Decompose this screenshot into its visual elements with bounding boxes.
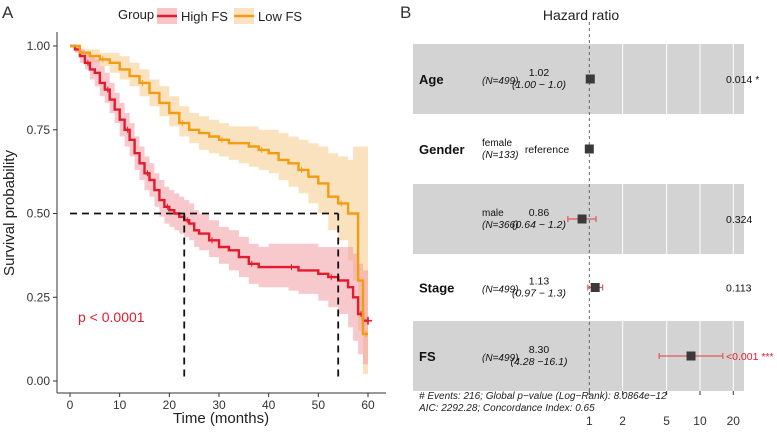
forest-p-value: 0.324 bbox=[726, 214, 752, 226]
forest-p-value: <0.001 *** bbox=[726, 351, 774, 363]
forest-ci-label: (1.00 − 1.0) bbox=[512, 79, 566, 91]
panel-b-label: B bbox=[400, 3, 411, 22]
forest-title: Hazard ratio bbox=[543, 7, 619, 23]
forest-hr-label: 8.30 bbox=[529, 344, 550, 356]
survival-line-low-fs bbox=[70, 44, 368, 336]
forest-point-estimate bbox=[590, 283, 600, 292]
km-x-tick-label: 60 bbox=[361, 398, 375, 412]
forest-p-value: 0.113 bbox=[726, 283, 752, 295]
panel-a-label: A bbox=[2, 3, 14, 22]
forest-level-label: female bbox=[482, 138, 512, 149]
forest-x-tick-label: 20 bbox=[727, 414, 741, 428]
forest-variable-label: Stage bbox=[419, 281, 454, 296]
legend-label-low-fs: Low FS bbox=[258, 9, 302, 24]
forest-hr-label: reference bbox=[525, 144, 570, 156]
forest-level-label: male bbox=[482, 208, 504, 219]
forest-point-estimate bbox=[584, 144, 594, 154]
km-x-tick-label: 10 bbox=[113, 398, 127, 412]
forest-x-tick-label: 1 bbox=[586, 414, 593, 428]
forest-point-estimate bbox=[585, 74, 595, 84]
km-y-axis-label: Survival probability bbox=[1, 150, 18, 276]
legend-title: Group bbox=[118, 7, 154, 22]
km-y-tick-label: 1.00 bbox=[27, 39, 51, 53]
km-y-tick-label: 0.50 bbox=[27, 207, 51, 221]
forest-point-estimate bbox=[686, 351, 696, 361]
forest-ci-label: (0.64 − 1.2) bbox=[512, 219, 566, 231]
forest-hr-label: 1.13 bbox=[529, 276, 550, 288]
forest-n-label: (N=133) bbox=[482, 150, 518, 161]
legend-key-low-fs bbox=[234, 8, 254, 24]
forest-x-tick-label: 5 bbox=[663, 414, 670, 428]
forest-variable-label: Age bbox=[419, 72, 444, 87]
forest-n-label: (N=499) bbox=[482, 353, 518, 364]
forest-point-estimate bbox=[577, 214, 587, 224]
legend-label-high-fs: High FS bbox=[181, 9, 228, 24]
forest-ci-label: (4.28 −16.1) bbox=[511, 356, 568, 368]
km-y-tick-label: 0.00 bbox=[27, 374, 51, 388]
km-x-tick-label: 30 bbox=[212, 398, 226, 412]
km-x-tick-label: 50 bbox=[312, 398, 326, 412]
km-y-tick-label: 0.25 bbox=[27, 290, 51, 304]
censor-mark-end bbox=[364, 316, 372, 325]
km-x-tick-label: 40 bbox=[262, 398, 276, 412]
forest-footnote-1: # Events: 216; Global p−value (Log−Rank)… bbox=[419, 391, 667, 402]
forest-footnote-2: AIC: 2292.28; Concordance Index: 0.65 bbox=[418, 403, 595, 414]
forest-n-label: (N=499) bbox=[482, 76, 518, 87]
forest-row-stripe bbox=[413, 44, 744, 114]
forest-hr-label: 0.86 bbox=[529, 207, 550, 219]
forest-ci-label: (0.97 − 1.3) bbox=[512, 288, 566, 300]
survival-line-high-fs bbox=[70, 44, 368, 322]
km-plot: Group High FS Low FS 0.00 0.25 0.50 0.75 1.0… bbox=[1, 7, 386, 427]
forest-n-label: (N=499) bbox=[482, 285, 518, 296]
forest-p-value: 0.014 * bbox=[726, 74, 759, 86]
km-x-axis-label: Time (months) bbox=[173, 410, 269, 427]
forest-hr-label: 1.02 bbox=[529, 67, 550, 79]
forest-x-tick-label: 10 bbox=[693, 414, 707, 428]
forest-x-tick-label: 2 bbox=[619, 414, 626, 428]
legend-key-high-fs bbox=[157, 8, 177, 24]
forest-n-label: (N=366) bbox=[482, 220, 518, 231]
forest-plot: Hazard ratio Age (N=499) 1.02(1.00 − 1.0) 0… bbox=[413, 7, 774, 428]
km-x-tick-label: 20 bbox=[163, 398, 177, 412]
forest-variable-label: Gender bbox=[419, 142, 465, 157]
ci-band-high-fs bbox=[70, 46, 368, 365]
km-p-value: p < 0.0001 bbox=[78, 309, 145, 325]
km-y-tick-label: 0.75 bbox=[27, 123, 51, 137]
km-x-tick-label: 0 bbox=[67, 398, 74, 412]
forest-variable-label: FS bbox=[419, 349, 436, 364]
